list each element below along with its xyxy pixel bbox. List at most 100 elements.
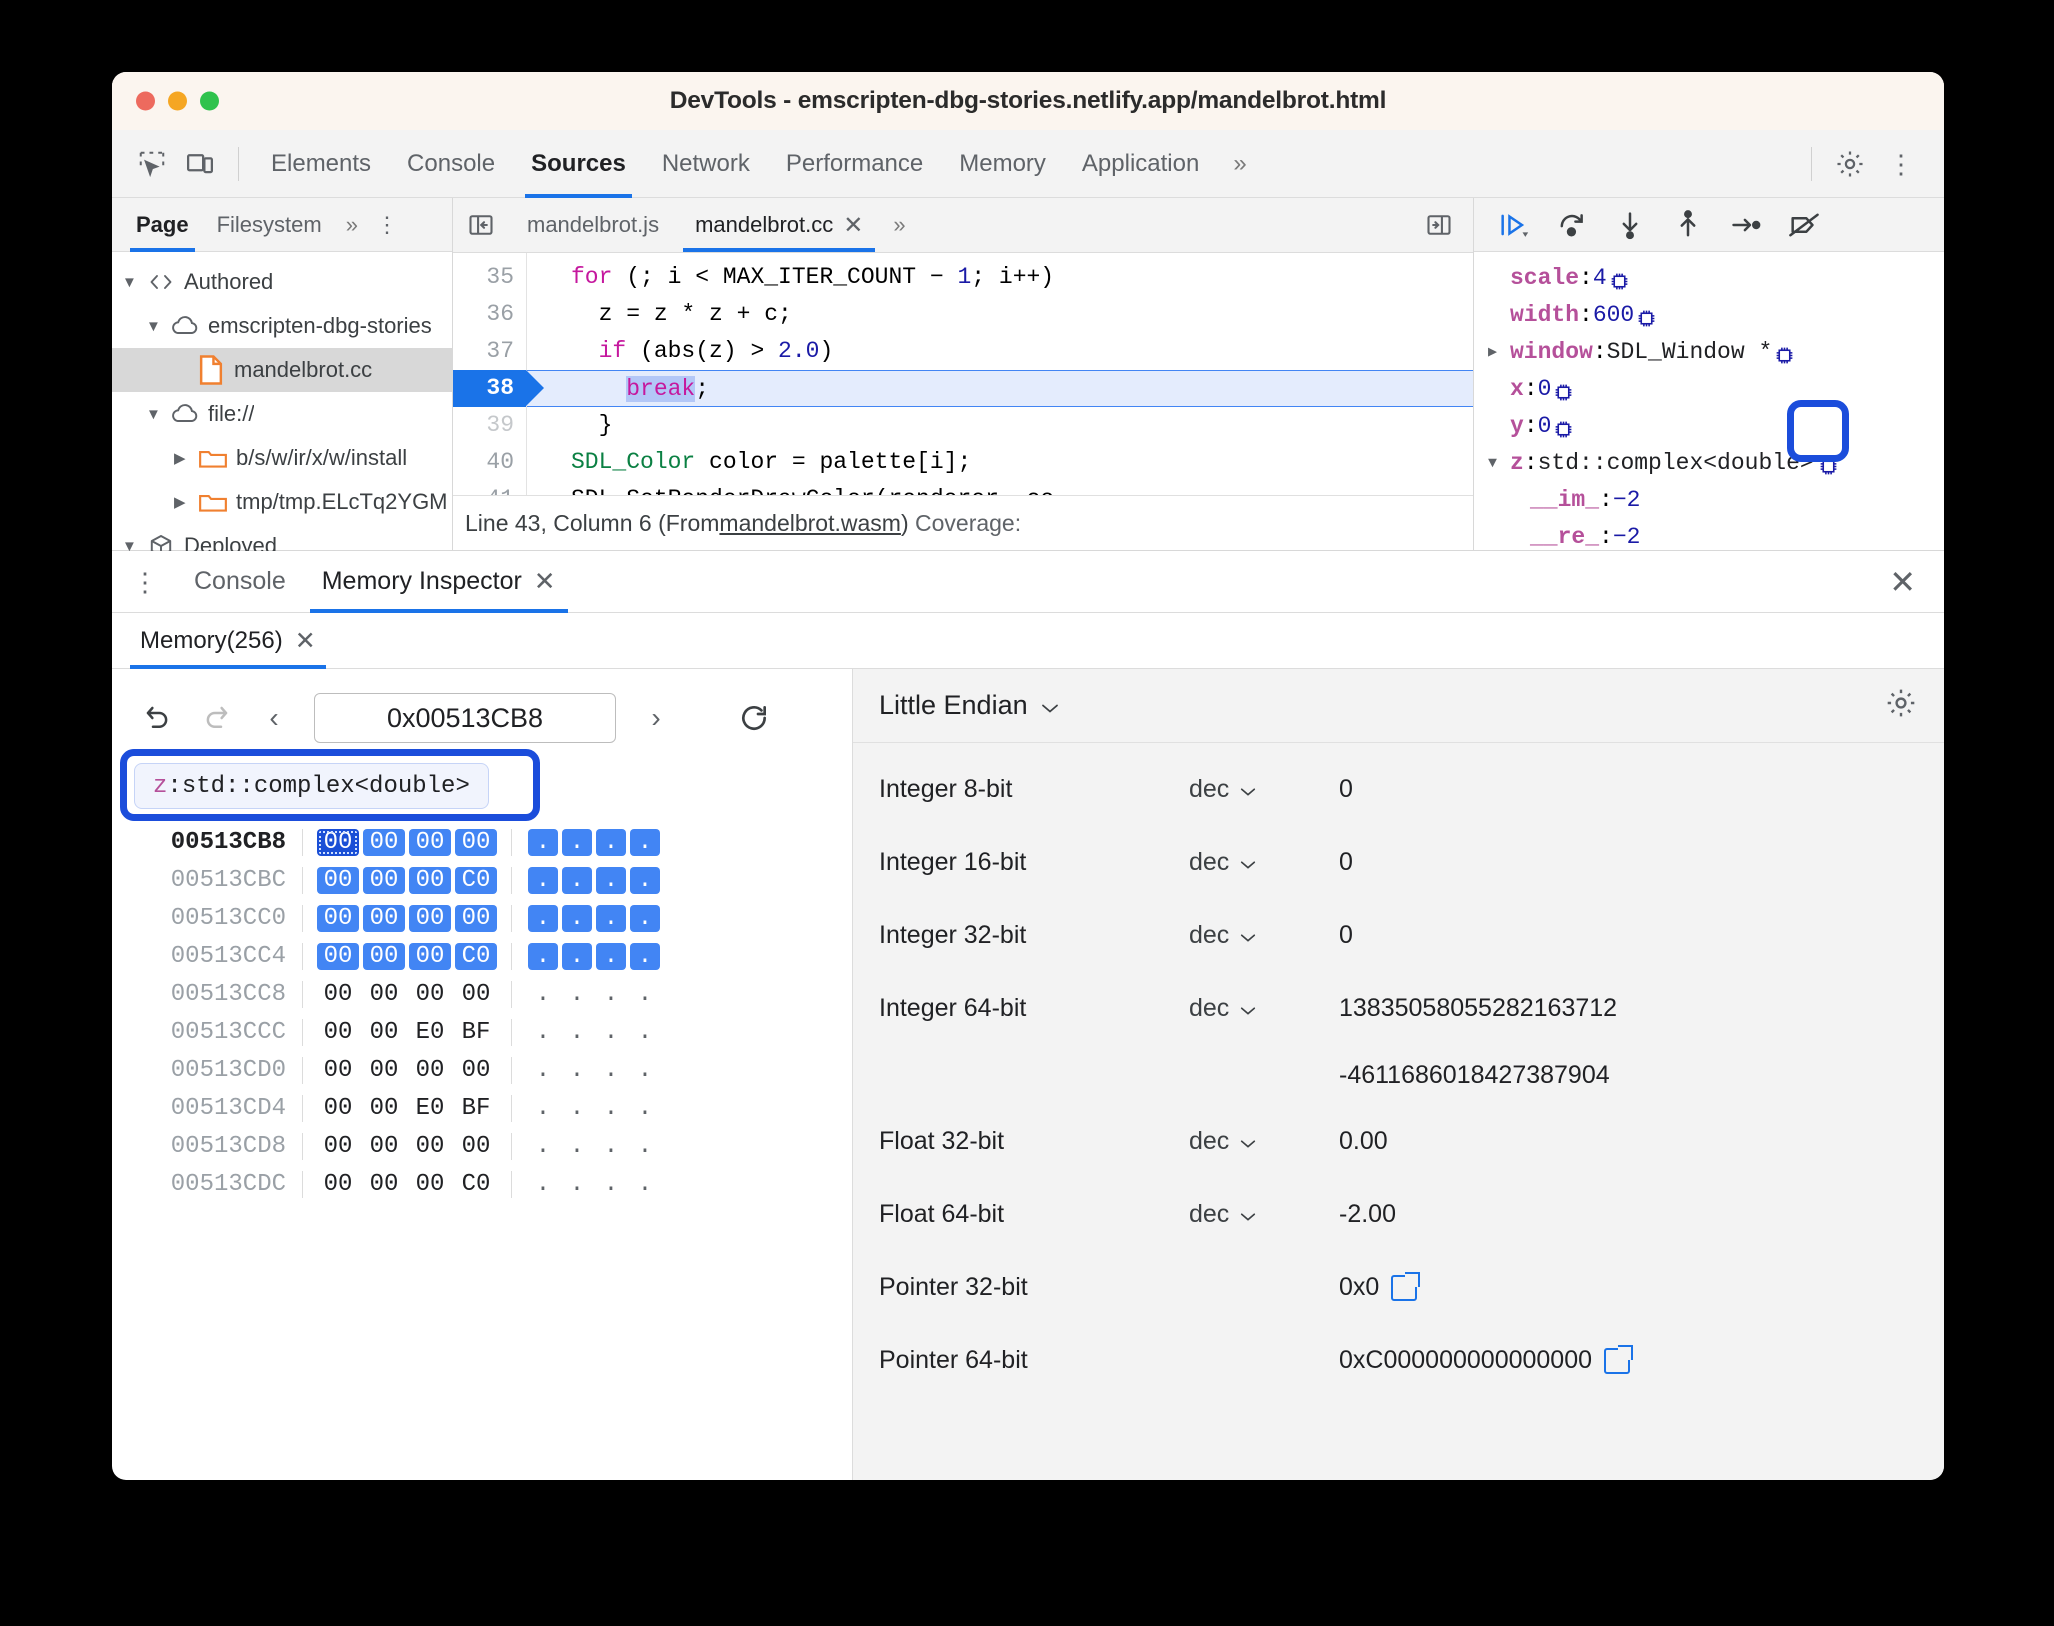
- hex-byte[interactable]: 00: [461, 1056, 491, 1084]
- hex-byte[interactable]: 00: [415, 1132, 445, 1160]
- more-tabs-chevron-icon[interactable]: »: [1233, 149, 1247, 177]
- line-number[interactable]: 40: [486, 449, 514, 475]
- hex-byte[interactable]: BF: [461, 1018, 491, 1046]
- hex-row[interactable]: 00513CCC 00 00 E0 BF . . .: [112, 1013, 852, 1051]
- line-number[interactable]: 35: [486, 264, 514, 290]
- navigator-menu-kebab-icon[interactable]: ⋮: [375, 211, 398, 237]
- hex-byte[interactable]: 00: [369, 980, 399, 1008]
- hex-byte[interactable]: 00: [323, 1094, 353, 1122]
- hex-byte[interactable]: E0: [415, 1018, 445, 1046]
- hex-row[interactable]: 00513CD0 00 00 00 00 . . .: [112, 1051, 852, 1089]
- hex-byte[interactable]: 00: [363, 942, 405, 970]
- endianness-selector[interactable]: Little Endian: [879, 690, 1060, 721]
- redo-icon[interactable]: [190, 692, 242, 744]
- scope-row-z[interactable]: ▼ z : std::complex<double>: [1474, 445, 1944, 482]
- hex-byte[interactable]: 00: [415, 1056, 445, 1084]
- chevron-right-icon[interactable]: ▶: [174, 494, 186, 511]
- scope-row-scale[interactable]: scale : 4: [1474, 260, 1944, 297]
- value-mode-selector[interactable]: dec: [1189, 775, 1339, 804]
- memory-tab[interactable]: Memory(256) ✕: [126, 613, 330, 669]
- hex-byte[interactable]: 00: [455, 904, 497, 932]
- hex-byte[interactable]: 00: [323, 980, 353, 1008]
- tree-item-tmp-folder[interactable]: ▶ tmp/tmp.ELcTq2YGM: [112, 480, 452, 524]
- hex-byte[interactable]: 00: [455, 828, 497, 856]
- navigator-tab-filesystem[interactable]: Filesystem: [216, 211, 322, 237]
- memory-inspector-icon[interactable]: [1774, 342, 1795, 364]
- hex-row[interactable]: 00513CDC 00 00 00 C0 . . .: [112, 1165, 852, 1203]
- hex-byte[interactable]: 00: [323, 1170, 353, 1198]
- hex-byte[interactable]: 00: [323, 1018, 353, 1046]
- tab-console[interactable]: Console: [407, 149, 496, 177]
- wasm-source-link[interactable]: mandelbrot.wasm: [719, 509, 901, 536]
- hex-byte[interactable]: 00: [461, 980, 491, 1008]
- hex-byte[interactable]: 00: [363, 828, 405, 856]
- devtools-menu-kebab-icon[interactable]: ⋮: [1888, 148, 1914, 179]
- scope-row-y[interactable]: y : 0: [1474, 408, 1944, 445]
- hex-row[interactable]: 00513CB8 00 00 00 00 . . .: [112, 823, 852, 861]
- value-mode-selector[interactable]: dec: [1189, 994, 1339, 1023]
- deactivate-breakpoints-icon[interactable]: [1778, 202, 1830, 248]
- hex-byte[interactable]: 00: [409, 866, 451, 894]
- line-number-breakpoint[interactable]: 38: [453, 370, 544, 407]
- step-icon[interactable]: [1720, 202, 1772, 248]
- hex-bytes[interactable]: 00 00 00 00: [302, 828, 497, 856]
- hex-byte[interactable]: 00: [317, 828, 359, 856]
- tab-application[interactable]: Application: [1081, 149, 1200, 177]
- next-address-button[interactable]: ›: [651, 702, 661, 733]
- hex-byte[interactable]: 00: [409, 904, 451, 932]
- hex-byte[interactable]: C0: [455, 866, 497, 894]
- navigator-overflow-chevron-icon[interactable]: »: [345, 211, 358, 237]
- hex-byte[interactable]: 00: [409, 942, 451, 970]
- close-icon[interactable]: ✕: [294, 626, 316, 655]
- code-lines[interactable]: for (; i < MAX_ITER_COUNT − 1; i++) z = …: [527, 253, 1473, 495]
- value-mode-selector[interactable]: dec: [1189, 1127, 1339, 1156]
- open-in-memory-inspector-icon[interactable]: [1604, 1344, 1634, 1374]
- scope-row-window[interactable]: ▶ window : SDL_Window *: [1474, 334, 1944, 371]
- hex-byte[interactable]: 00: [461, 1132, 491, 1160]
- editor-tab-mandelbrot-cc[interactable]: mandelbrot.cc ✕: [677, 198, 881, 252]
- hex-grid[interactable]: 00513CB8 00 00 00 00 . . .: [112, 809, 852, 1480]
- drawer-tab-console[interactable]: Console: [194, 567, 286, 595]
- value-mode-selector[interactable]: dec: [1189, 921, 1339, 950]
- tab-memory[interactable]: Memory: [959, 149, 1046, 177]
- address-input[interactable]: 0x00513CB8: [314, 693, 616, 743]
- tree-item-emscripten-dbg-stories[interactable]: ▼ emscripten-dbg-stories: [112, 304, 452, 348]
- hex-byte[interactable]: C0: [461, 1170, 491, 1198]
- memory-inspector-icon[interactable]: [1553, 416, 1574, 438]
- scope-row-x[interactable]: x : 0: [1474, 371, 1944, 408]
- hex-byte[interactable]: 00: [363, 866, 405, 894]
- hex-byte[interactable]: 00: [415, 980, 445, 1008]
- hex-byte[interactable]: E0: [415, 1094, 445, 1122]
- highlighted-object-tag[interactable]: z: std::complex<double>: [134, 763, 489, 809]
- hex-bytes[interactable]: 00 00 E0 BF: [302, 1094, 497, 1122]
- tab-performance[interactable]: Performance: [785, 149, 924, 177]
- window-controls[interactable]: [136, 91, 219, 111]
- close-icon[interactable]: ✕: [533, 566, 556, 596]
- memory-inspector-icon[interactable]: [1609, 268, 1630, 290]
- line-number[interactable]: 36: [486, 301, 514, 327]
- editor-tab-mandelbrot-js[interactable]: mandelbrot.js: [509, 198, 677, 252]
- scope-row-width[interactable]: width : 600: [1474, 297, 1944, 334]
- hex-byte[interactable]: 00: [369, 1132, 399, 1160]
- hex-byte[interactable]: 00: [415, 1170, 445, 1198]
- hex-row[interactable]: 00513CC8 00 00 00 00 . . .: [112, 975, 852, 1013]
- tab-sources[interactable]: Sources: [513, 130, 644, 198]
- hex-row[interactable]: 00513CBC 00 00 00 C0 . . .: [112, 861, 852, 899]
- hex-row[interactable]: 00513CC0 00 00 00 00 . . .: [112, 899, 852, 937]
- step-out-of-current-function-icon[interactable]: [1662, 202, 1714, 248]
- memory-inspector-icon[interactable]: [1553, 379, 1574, 401]
- hex-bytes[interactable]: 00 00 E0 BF: [302, 1018, 497, 1046]
- hex-bytes[interactable]: 00 00 00 00: [302, 980, 497, 1008]
- navigator-tab-page[interactable]: Page: [122, 198, 203, 252]
- tab-network[interactable]: Network: [661, 149, 750, 177]
- code-area[interactable]: 35 36 37 38 39 40 41 42 for (; i < MAX_I…: [453, 253, 1473, 495]
- resume-script-execution-icon[interactable]: [1488, 202, 1540, 248]
- hex-byte[interactable]: C0: [455, 942, 497, 970]
- hex-byte[interactable]: 00: [369, 1056, 399, 1084]
- step-over-next-function-call-icon[interactable]: [1546, 202, 1598, 248]
- line-number[interactable]: 41: [453, 481, 526, 495]
- step-into-next-function-call-icon[interactable]: [1604, 202, 1656, 248]
- chevron-down-icon[interactable]: ▼: [122, 537, 137, 555]
- show-navigator-panel-icon[interactable]: [453, 201, 509, 249]
- line-number[interactable]: 37: [486, 338, 514, 364]
